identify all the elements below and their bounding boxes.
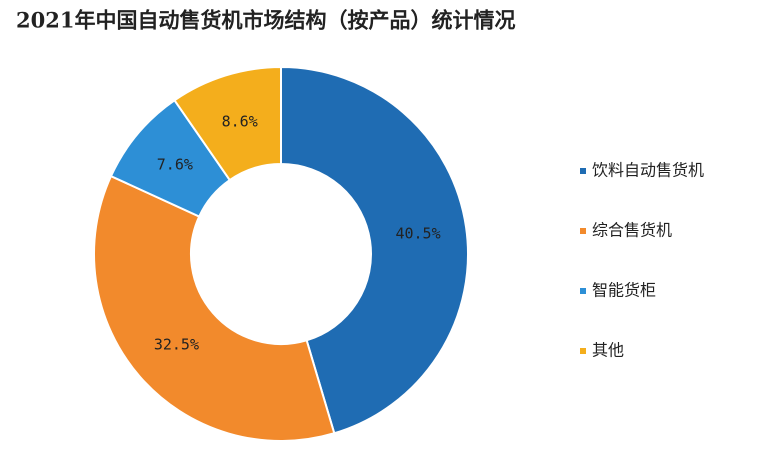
- legend-swatch: [580, 348, 586, 354]
- donut-slice: [280, 65, 469, 435]
- legend-label: 智能货柜: [592, 281, 656, 300]
- data-label: 40.5%: [395, 225, 440, 243]
- legend-label: 饮料自动售货机: [592, 161, 704, 180]
- donut-slice: [173, 65, 282, 182]
- chart-title: 2021年中国自动售货机市场结构（按产品）统计情况: [16, 8, 515, 33]
- legend-swatch: [580, 288, 586, 294]
- legend-swatch: [580, 168, 586, 174]
- data-label: 32.5%: [154, 335, 199, 353]
- legend-label: 综合售货机: [592, 221, 672, 240]
- legend-label: 其他: [592, 341, 624, 360]
- legend-swatch: [580, 228, 586, 234]
- data-label: 8.6%: [222, 112, 258, 130]
- donut-slice: [93, 174, 336, 442]
- data-label: 7.6%: [157, 156, 193, 174]
